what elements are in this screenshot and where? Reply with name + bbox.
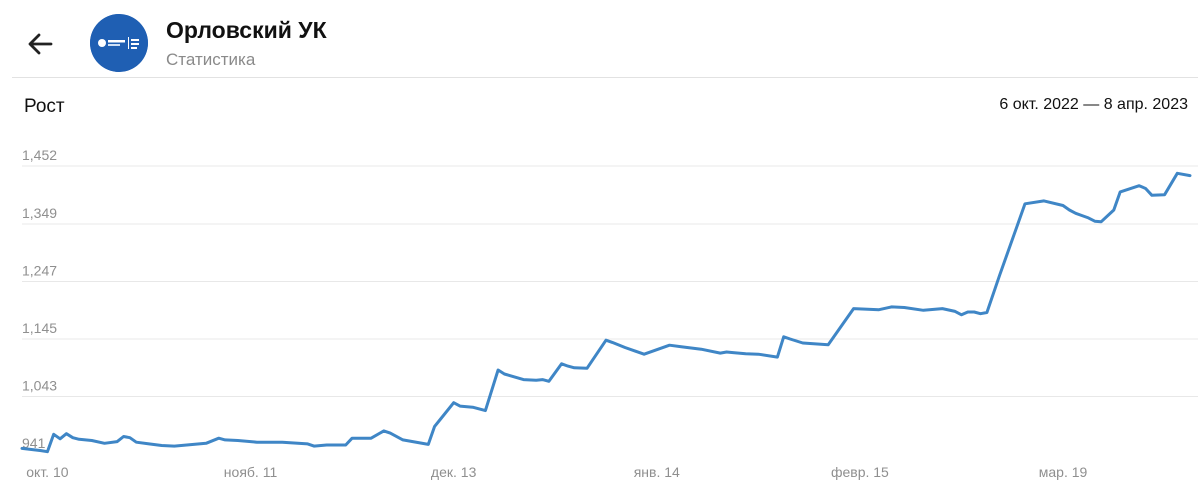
date-range[interactable]: 6 окт. 2022 — 8 апр. 2023 — [999, 96, 1188, 113]
x-tick-label: окт. 10 — [26, 464, 68, 480]
arrow-left-icon — [28, 33, 53, 55]
y-tick-label: 1,349 — [22, 205, 57, 221]
y-tick-label: 1,452 — [22, 147, 57, 163]
y-tick-label: 1,247 — [22, 263, 57, 279]
section-title: Рост — [24, 96, 65, 117]
app-header: Орловский УК Статистика — [0, 0, 1198, 78]
page-title: Орловский УК — [166, 17, 327, 43]
x-tick-label: янв. 14 — [634, 464, 680, 480]
header-divider — [12, 77, 1198, 78]
y-tick-label: 1,145 — [22, 320, 57, 336]
back-button[interactable] — [18, 22, 62, 66]
y-tick-label: 1,043 — [22, 378, 57, 394]
group-logo — [90, 14, 148, 72]
page-subtitle: Статистика — [166, 50, 256, 69]
y-tick-label: 941 — [22, 435, 46, 451]
avatar[interactable] — [90, 14, 148, 72]
x-tick-label: нояб. 11 — [224, 464, 278, 480]
series-line — [20, 171, 1192, 454]
x-tick-label: февр. 15 — [831, 464, 889, 480]
x-tick-label: дек. 13 — [431, 464, 477, 480]
x-tick-label: мар. 19 — [1039, 464, 1088, 480]
